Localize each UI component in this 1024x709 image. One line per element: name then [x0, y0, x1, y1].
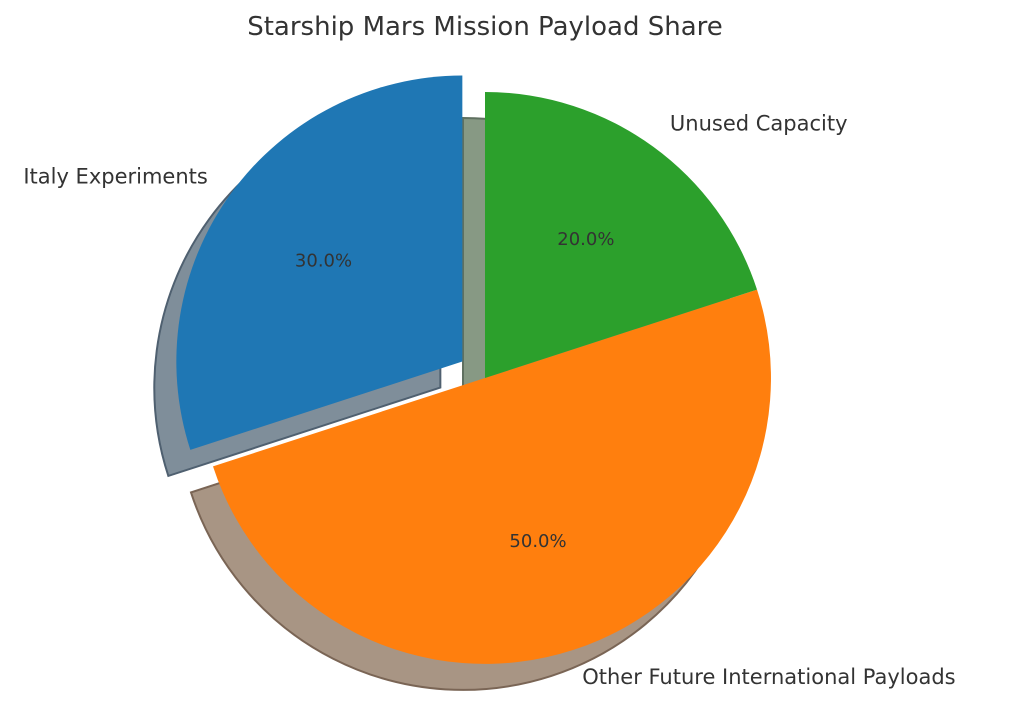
slice-other-future-international-payloads	[212, 289, 771, 664]
category-label-unused-capacity: Unused Capacity	[670, 111, 848, 135]
label-layer: 30.0% Italy Experiments 50.0% Other Future …	[23, 111, 955, 689]
slice-unused-capacity	[485, 92, 758, 378]
slice-layer	[176, 75, 771, 664]
category-label-other-future-international-payloads: Other Future International Payloads	[582, 665, 955, 689]
pct-label-italy-experiments: 30.0%	[295, 251, 352, 272]
category-label-italy-experiments: Italy Experiments	[23, 165, 208, 189]
chart-title: Starship Mars Mission Payload Share	[247, 12, 723, 42]
pct-label-unused-capacity: 20.0%	[557, 229, 614, 250]
pct-label-other-future-international-payloads: 50.0%	[509, 531, 566, 552]
slice-italy-experiments	[176, 75, 463, 450]
